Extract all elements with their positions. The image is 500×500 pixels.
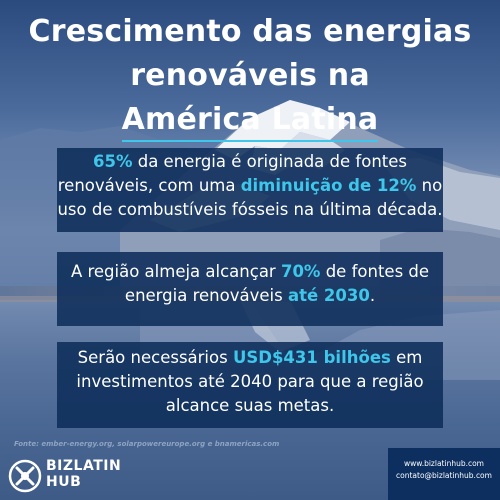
headline-line-3-wrap: América Latina	[20, 98, 480, 142]
logo-word-bizlatin: BIZLATIN	[46, 458, 122, 474]
fact-text-2-part-a: A região almeja alcançar	[70, 262, 281, 281]
fact-text-2-part-e: .	[369, 286, 376, 305]
fact-text-3-part-c: em investimentos até 2040 para que a reg…	[76, 348, 424, 415]
logo-word-hub: HUB	[46, 474, 82, 490]
source-citation: Fonte: ember-energy.org, solarpowereurop…	[14, 440, 280, 448]
headline-line-3: América Latina	[121, 100, 379, 142]
logo-wordmark: BIZLATIN HUB	[46, 458, 121, 490]
stat-65-percent: 65%	[92, 152, 133, 171]
fact-text-1-part-d: no uso de combustíveis fósseis na última…	[57, 176, 443, 219]
fact-panel-renewable-share: 65% da energia é originada de fontes ren…	[57, 148, 443, 232]
stat-usd-431-billion: USD$431 bilhões	[232, 348, 391, 367]
headline: Crescimento das energias renováveis na A…	[20, 10, 480, 142]
stat-decrease-12-percent: diminuição de 12%	[240, 176, 417, 195]
fact-text-3: Serão necessários USD$431 bilhões em inv…	[57, 346, 443, 418]
fact-text-2: A região almeja alcançar 70% de fontes d…	[57, 260, 443, 308]
contact-box: www.bizlatinhub.com contato@bizlatinhub.…	[388, 448, 500, 500]
stat-70-percent: 70%	[280, 262, 321, 281]
email-link[interactable]: contato@bizlatinhub.com	[396, 471, 492, 480]
fact-text-1-part-b: da energia é originada de fontes renováv…	[57, 152, 407, 195]
fact-text-1: 65% da energia é originada de fontes ren…	[57, 150, 443, 222]
bizlatinhub-logo-icon	[8, 459, 42, 493]
bizlatinhub-logo: BIZLATIN HUB	[8, 456, 128, 496]
fact-panel-target-2030: A região almeja alcançar 70% de fontes d…	[57, 252, 443, 326]
stat-until-2030: até 2030	[287, 286, 370, 305]
headline-line-2: renováveis na	[130, 58, 370, 93]
fact-text-2-part-c: de fontes de energia renováveis	[124, 262, 430, 305]
website-link[interactable]: www.bizlatinhub.com	[403, 459, 484, 468]
headline-line-1: Crescimento das energias	[28, 14, 472, 49]
fact-panel-investment: Serão necessários USD$431 bilhões em inv…	[57, 342, 443, 428]
fact-text-3-part-a: Serão necessários	[77, 348, 233, 367]
